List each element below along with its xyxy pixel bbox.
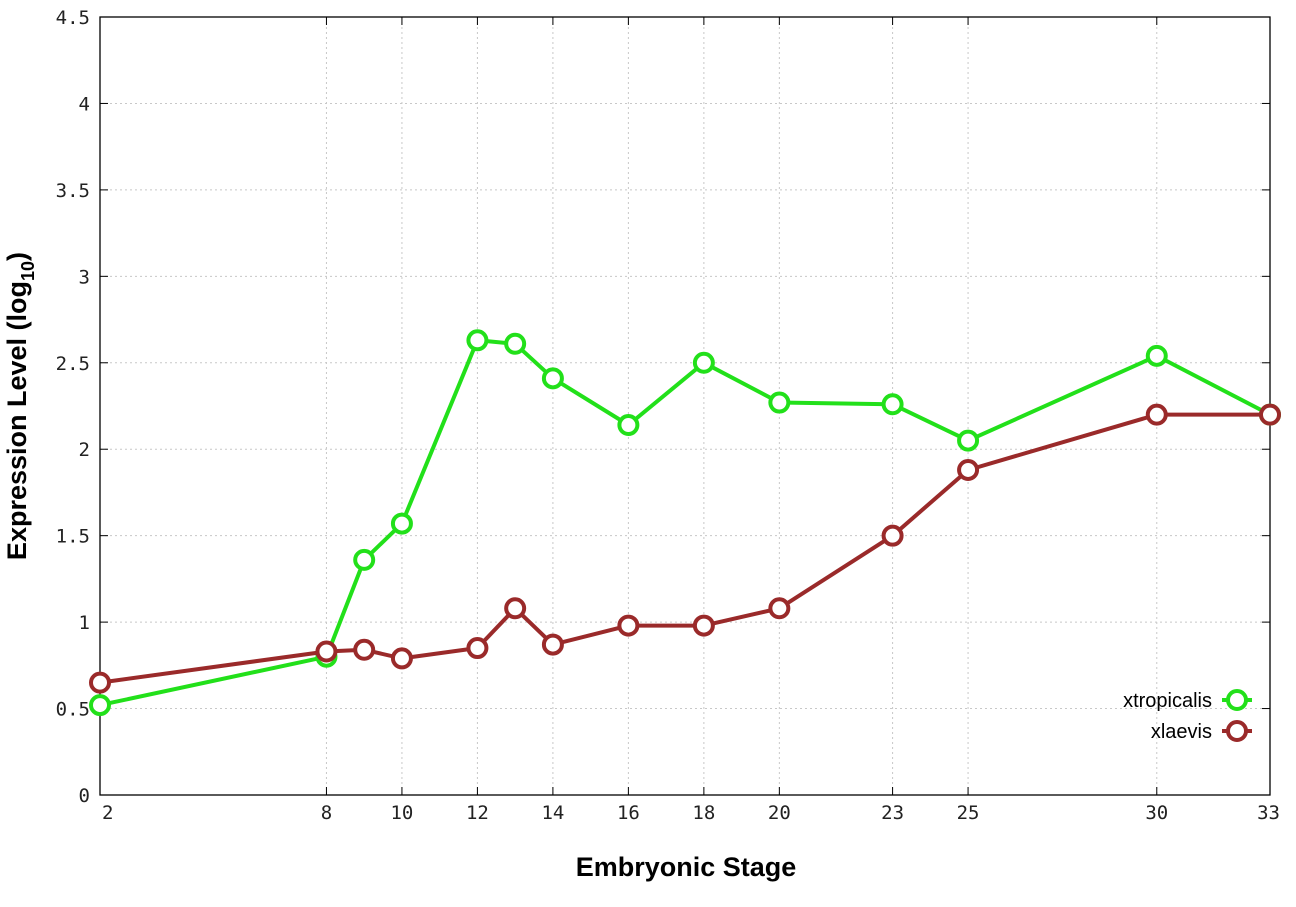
data-point-xlaevis (504, 597, 527, 620)
legend-label-xtropicalis: xtropicalis (1123, 690, 1212, 712)
x-tick-label: 25 (957, 802, 980, 824)
data-point-xlaevis (881, 524, 904, 547)
y-tick-label: 0 (79, 785, 90, 807)
data-point-xtropicalis (1145, 344, 1168, 367)
series-layer (89, 329, 1281, 717)
gridlines (100, 17, 1270, 795)
series-xtropicalis (89, 329, 1281, 717)
data-point-xlaevis (466, 637, 489, 660)
y-tick-label: 4 (79, 93, 90, 115)
x-tick-label: 2 (102, 802, 113, 824)
x-tick-label: 30 (1145, 802, 1168, 824)
series-line-xtropicalis (99, 338, 1271, 708)
y-axis-title-subscript: 10 (18, 261, 38, 281)
series-line-xlaevis (99, 412, 1270, 685)
data-point-xlaevis (957, 458, 980, 481)
data-point-xlaevis (768, 597, 791, 620)
x-tick-label: 10 (390, 802, 413, 824)
y-tick-label: 3.5 (56, 180, 90, 202)
legend-marker (1226, 720, 1248, 742)
data-point-xtropicalis (466, 329, 489, 352)
y-axis-title-main: Expression Level (log (2, 281, 32, 560)
y-tick-label: 1 (79, 612, 90, 634)
x-axis-title: Embryonic Stage (576, 852, 797, 882)
data-point-xlaevis (1259, 403, 1281, 426)
data-point-xtropicalis (768, 391, 791, 414)
data-point-xtropicalis (353, 548, 376, 571)
legend-marker (1226, 689, 1248, 711)
y-axis-title-close: ) (2, 252, 32, 261)
data-point-xlaevis (541, 633, 564, 656)
data-point-xtropicalis (504, 332, 527, 355)
x-tick-label: 8 (321, 802, 332, 824)
legend-key-xtropicalis (1222, 689, 1252, 711)
x-tick-label: 12 (466, 802, 489, 824)
data-point-xlaevis (353, 638, 376, 661)
series-xlaevis (89, 403, 1281, 694)
data-point-xlaevis (1145, 403, 1168, 426)
x-tick-label: 20 (768, 802, 791, 824)
y-tick-label: 2.5 (56, 353, 90, 375)
y-axis-title: Expression Level (log10) (2, 252, 38, 560)
y-tick-label: 4.5 (56, 7, 90, 29)
data-point-xlaevis (390, 647, 413, 670)
x-tick-label: 14 (541, 802, 564, 824)
axis-ticks: 0 0.5 1 1.5 2 2.5 3 3.5 4 4.5 2 8 10 12 14 16 18 20 23 25 30… (56, 7, 1280, 824)
data-point-xtropicalis (541, 367, 564, 390)
data-point-xlaevis (315, 640, 338, 663)
data-point-xtropicalis (881, 393, 904, 416)
y-tick-label: 0.5 (56, 699, 90, 721)
x-tick-label: 16 (617, 802, 640, 824)
legend-key-xlaevis (1222, 720, 1252, 742)
y-tick-label: 3 (79, 266, 90, 288)
data-point-xtropicalis (692, 351, 715, 374)
data-point-xtropicalis (89, 694, 111, 717)
data-point-xlaevis (617, 614, 640, 637)
y-tick-label: 2 (79, 439, 90, 461)
data-point-xtropicalis (957, 429, 980, 452)
x-tick-label: 18 (692, 802, 715, 824)
data-point-xlaevis (89, 671, 111, 694)
y-tick-label: 1.5 (56, 526, 90, 548)
legend-label-xlaevis: xlaevis (1151, 721, 1212, 743)
plot-frame (99, 16, 1271, 796)
legend: xtropicalis xlaevis (1123, 689, 1252, 743)
data-point-xlaevis (692, 614, 715, 637)
data-point-xtropicalis (617, 414, 640, 437)
x-tick-label: 33 (1257, 802, 1280, 824)
data-point-xtropicalis (390, 512, 413, 535)
x-tick-label: 23 (881, 802, 904, 824)
